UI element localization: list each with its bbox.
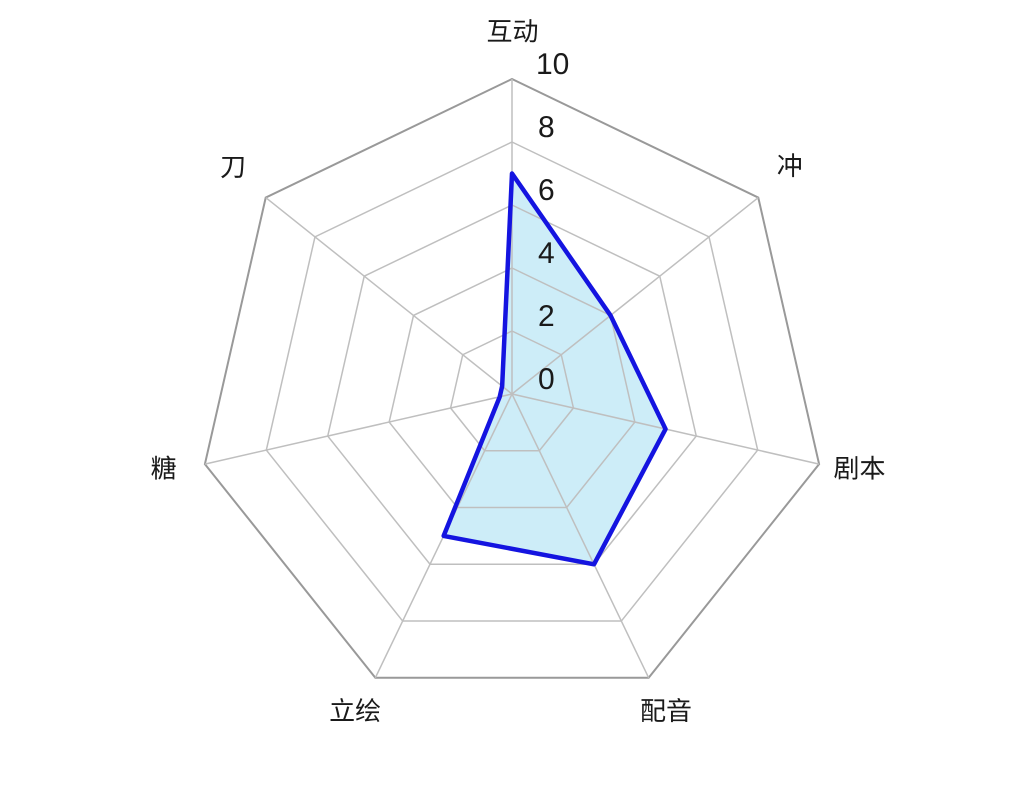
svg-text:6: 6 xyxy=(538,174,555,207)
svg-text:糖: 糖 xyxy=(151,454,177,484)
svg-text:立绘: 立绘 xyxy=(329,696,381,726)
svg-text:2: 2 xyxy=(538,300,555,333)
svg-text:刀: 刀 xyxy=(220,152,246,182)
svg-text:0: 0 xyxy=(538,363,555,396)
svg-text:配音: 配音 xyxy=(640,696,692,726)
svg-text:10: 10 xyxy=(536,48,569,81)
svg-text:互动: 互动 xyxy=(486,17,538,47)
svg-text:冲: 冲 xyxy=(777,151,803,181)
svg-text:8: 8 xyxy=(538,111,555,144)
svg-text:4: 4 xyxy=(538,237,555,270)
svg-text:剧本: 剧本 xyxy=(833,454,885,484)
